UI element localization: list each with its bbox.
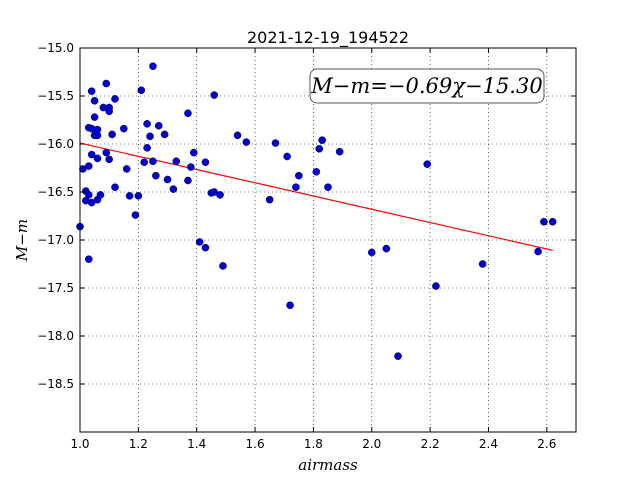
data-point [125, 192, 134, 200]
y-tick-label: −18.5 [37, 377, 74, 391]
data-point [271, 139, 280, 147]
data-point [84, 255, 93, 264]
data-point [548, 217, 557, 226]
ticks: 1.0 1.2 1.4 1.6 1.8 2.0 2.2 2.4 2.6 −15.0 −15.5 −16… [37, 41, 576, 451]
fit-line [79, 142, 553, 251]
y-tick-label: −16.0 [37, 137, 74, 151]
grid [79, 47, 576, 432]
data-point [102, 148, 111, 157]
data-point [367, 248, 376, 257]
data-point [242, 138, 251, 146]
x-tick-label: 1.2 [129, 437, 148, 451]
data-point [184, 176, 192, 185]
data-point [382, 244, 391, 253]
data-point [394, 352, 402, 360]
y-tick-label: −17.5 [37, 281, 74, 295]
y-tick-label: −15.0 [37, 41, 74, 55]
data-point [160, 130, 169, 139]
data-point [93, 131, 102, 140]
annotation-box [309, 68, 545, 104]
data-point [201, 158, 210, 167]
data-point [119, 124, 128, 133]
data-point [432, 282, 440, 290]
annotation: M−m=−0.69χ−15.30 [309, 68, 545, 104]
data-point [105, 155, 113, 164]
x-tick-label: 1.6 [246, 437, 265, 451]
data-point [478, 260, 487, 268]
data-point [318, 136, 326, 144]
data-point [140, 158, 148, 167]
data-point [195, 238, 204, 246]
data-point [187, 163, 195, 171]
points-layer [76, 62, 557, 360]
data-point [189, 148, 198, 157]
x-tick-label: 2.4 [479, 437, 498, 451]
data-point [286, 301, 294, 310]
data-point [292, 183, 300, 191]
data-point [146, 132, 154, 141]
data-point [84, 162, 93, 170]
data-point [169, 185, 178, 193]
data-point [265, 195, 274, 204]
data-point [312, 168, 321, 176]
fit-equation: M−m=−0.69χ−15.30 [310, 74, 542, 98]
data-point [172, 157, 181, 166]
data-point [96, 191, 105, 199]
y-axis-label: M−m [13, 219, 31, 262]
data-point [423, 160, 432, 168]
data-point [152, 171, 160, 180]
y-tick-label: −17.0 [37, 233, 74, 247]
chart-title: 2021-12-19_194522 [247, 28, 409, 48]
data-point [219, 262, 227, 270]
data-point [122, 165, 131, 173]
y-tick-label: −15.5 [37, 89, 74, 103]
data-point [534, 247, 542, 256]
data-point [131, 211, 140, 219]
data-point [137, 86, 146, 95]
data-point [90, 97, 99, 105]
data-point [163, 175, 172, 184]
data-point [87, 150, 96, 159]
data-point [295, 171, 303, 180]
fit-layer [79, 142, 553, 251]
y-tick-label: −16.5 [37, 185, 74, 199]
data-point [201, 243, 210, 252]
data-point [283, 152, 291, 161]
x-tick-label: 2.2 [421, 437, 440, 451]
data-point [540, 217, 548, 226]
data-point [111, 95, 119, 103]
data-point [315, 144, 324, 153]
data-point [149, 62, 157, 71]
data-point [87, 87, 96, 95]
data-point [93, 154, 102, 163]
x-tick-label: 2.0 [362, 437, 381, 451]
data-point [335, 147, 344, 156]
data-point [216, 191, 224, 199]
data-point [105, 107, 113, 116]
data-point [111, 183, 119, 191]
data-point [108, 130, 116, 139]
data-point [324, 183, 332, 191]
y-tick-label: −18.0 [37, 329, 74, 343]
data-point [210, 91, 219, 99]
data-point [90, 113, 99, 121]
data-point [154, 121, 163, 130]
x-tick-label: 2.6 [537, 437, 556, 451]
x-tick-label: 1.8 [304, 437, 323, 451]
x-tick-label: 1.0 [70, 437, 89, 451]
data-point [184, 109, 192, 118]
data-point [102, 79, 111, 88]
x-tick-label: 1.4 [187, 437, 206, 451]
data-point [149, 157, 157, 166]
data-point [134, 192, 143, 200]
data-point [233, 131, 242, 140]
data-point [143, 144, 151, 152]
data-point [143, 120, 151, 128]
x-axis-label: airmass [298, 456, 358, 474]
